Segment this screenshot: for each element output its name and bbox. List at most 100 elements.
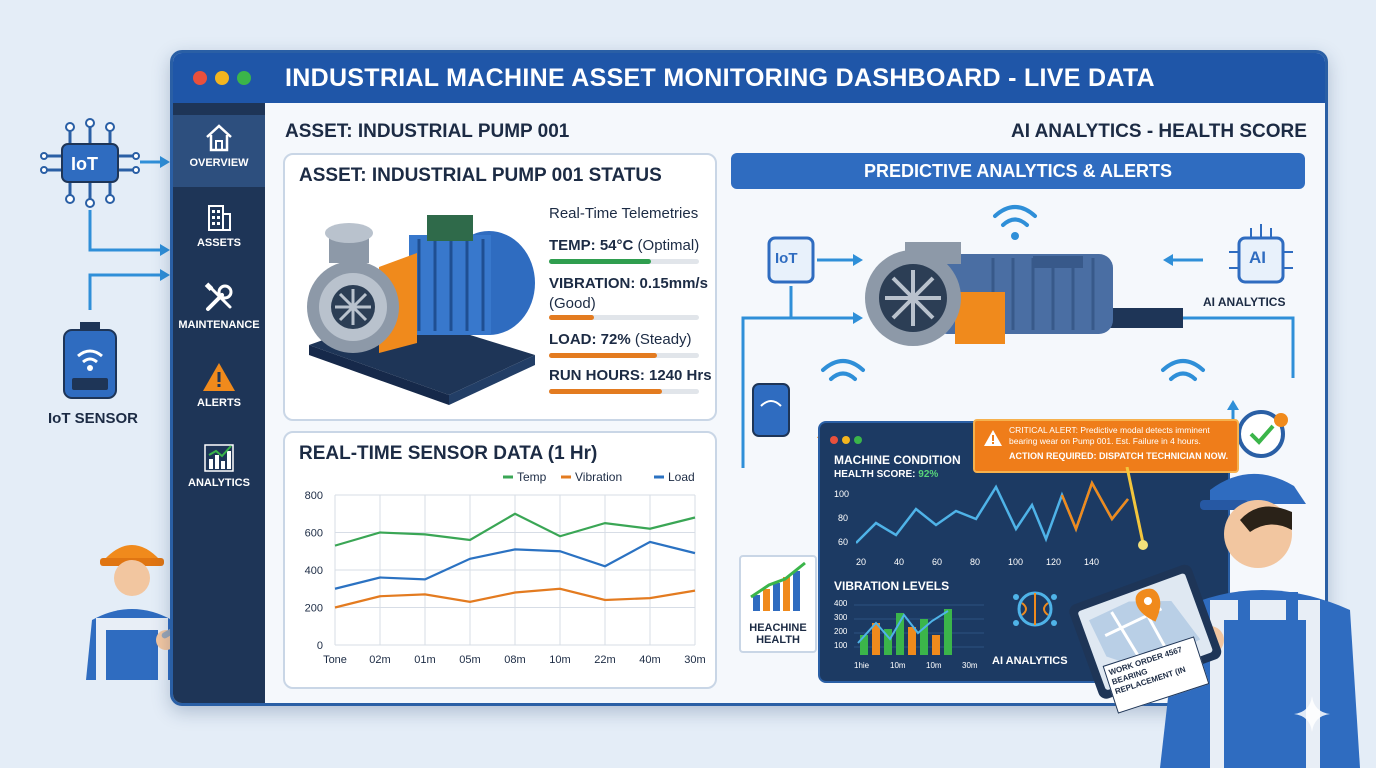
title-bar: INDUSTRIAL MACHINE ASSET MONITORING DASH…: [173, 53, 1325, 103]
sidebar-item-maintenance[interactable]: MAINTENANCE: [173, 273, 265, 345]
warning-icon: [203, 363, 235, 391]
trend-bar-icon: [750, 561, 806, 611]
x-tick-label: 22m: [594, 654, 615, 666]
ai-analytics-caption: AI ANALYTICS: [1203, 295, 1286, 309]
sidebar-item-label: ANALYTICS: [188, 477, 250, 489]
alert-line-2: bearing wear on Pump 001. Est. Failure i…: [1009, 436, 1201, 446]
asset-status-card: ASSET: INDUSTRIAL PUMP 001 STATUS Real-T…: [283, 153, 717, 421]
sidebar-item-label: ASSETS: [196, 237, 241, 249]
bar-chart-icon: [204, 444, 234, 472]
sidebar-item-analytics[interactable]: ANALYTICS: [173, 433, 265, 505]
sidebar-item-assets[interactable]: ASSETS: [173, 195, 265, 267]
x-tick-label: 08m: [504, 654, 525, 666]
status-card-title: ASSET: INDUSTRIAL PUMP 001 STATUS: [299, 165, 662, 186]
building-icon: [208, 205, 231, 231]
vibration-readout: VIBRATION: 0.15mm/s: [549, 275, 708, 292]
vibration-bar: [549, 315, 699, 320]
sidebar-item-label: ALERTS: [197, 397, 241, 409]
load-bar: [549, 353, 699, 358]
iot-chip-label: IoT: [71, 154, 98, 174]
temp-bar: [549, 259, 699, 264]
iot-badge: IoT: [775, 250, 798, 267]
y-tick-label: 600: [305, 528, 323, 540]
ai-heading: AI ANALYTICS - HEALTH SCORE: [1011, 121, 1307, 142]
x-tick-label: 10m: [549, 654, 570, 666]
load-label: LOAD: 72%: [549, 331, 631, 348]
wrench-icon: [204, 282, 233, 311]
asset-heading: ASSET: INDUSTRIAL PUMP 001: [285, 121, 570, 142]
health-ytick-60: 60: [838, 537, 849, 547]
y-tick-label: 200: [305, 603, 323, 615]
flow-arrows-left: [88, 156, 170, 310]
brain-ai-icon: [1013, 591, 1057, 627]
series-line-vibration: [334, 587, 696, 609]
y-tick-label: 400: [305, 565, 323, 577]
home-icon: [206, 124, 232, 152]
telemetry-heading: Real-Time Telemetries: [549, 205, 699, 222]
series-line-load: [334, 540, 696, 590]
machine-health-caption-1: HEACHINE: [749, 622, 807, 634]
iot-chip-illustration: [40, 118, 140, 208]
load-readout: LOAD: 72% (Steady): [549, 331, 692, 348]
x-tick-label: 01m: [414, 654, 435, 666]
alert-line-3: ACTION REQUIRED: DISPATCH TECHNICIAN NOW…: [1009, 451, 1229, 461]
maximize-dot[interactable]: [237, 71, 251, 85]
series-line-temp: [334, 512, 696, 547]
health-ytick-100: 100: [834, 489, 850, 499]
sensor-line-chart: 0 200 400 600 800 Tone 02m 01m 05m 08m 10m 22m 40m 30…: [305, 470, 706, 666]
iot-sensor-device: [62, 322, 118, 400]
x-tick-label: 02m: [369, 654, 390, 666]
ai-analytics-panel-caption: AI ANALYTICS: [992, 655, 1068, 667]
alert-line-1: CRITICAL ALERT: Predictive modal detects…: [1009, 425, 1210, 435]
load-note: (Steady): [634, 331, 692, 348]
machine-health-card: HEACHINE HEALTH: [739, 555, 817, 653]
health-score: HEALTH SCORE: 92%: [834, 469, 938, 480]
y-tick-label: 800: [305, 490, 323, 502]
vibration-label: VIBRATION: 0.15mm/s: [549, 275, 708, 292]
runhours-bar: [549, 389, 699, 394]
warning-icon: [984, 430, 1002, 446]
close-dot[interactable]: [193, 71, 207, 85]
sidebar-item-label: MAINTENANCE: [178, 319, 260, 331]
runhours-readout: RUN HOURS: 1240 Hrs: [549, 367, 712, 384]
health-score-value: 92%: [918, 469, 939, 480]
sparkle-icon: [1294, 696, 1330, 732]
sidebar-item-overview[interactable]: OVERVIEW: [173, 115, 265, 187]
window-title: INDUSTRIAL MACHINE ASSET MONITORING DASH…: [285, 64, 1155, 92]
pump-illustration: [307, 215, 535, 405]
machine-health-caption-2: HEALTH: [756, 634, 800, 646]
analytics-flow-illustration: [741, 205, 1295, 468]
sidebar-item-label: OVERVIEW: [189, 157, 249, 169]
runhours-label: RUN HOURS: 1240 Hrs: [549, 367, 712, 384]
machine-condition-title: MACHINE CONDITION: [834, 453, 961, 467]
y-tick-label: 0: [317, 640, 323, 652]
alert-pointer: [1125, 467, 1148, 550]
vibration-levels-chart: [854, 604, 984, 655]
x-tick-label: 30m: [684, 654, 705, 666]
health-score-sparkline: [856, 479, 1129, 544]
legend-label: Temp: [517, 470, 547, 484]
sensor-data-card: REAL-TIME SENSOR DATA (1 Hr) 0 200 400 600 8…: [283, 431, 717, 689]
critical-alert[interactable]: CRITICAL ALERT: Predictive modal detects…: [973, 419, 1239, 473]
sidebar-item-alerts[interactable]: ALERTS: [173, 353, 265, 425]
x-tick-label: 40m: [639, 654, 660, 666]
vibration-note: (Good): [549, 295, 596, 312]
temp-note: (Optimal): [637, 237, 700, 254]
x-tick-label: Tone: [323, 654, 347, 666]
legend-label: Load: [668, 470, 695, 484]
health-ytick-80: 80: [838, 513, 849, 523]
vibration-levels-title: VIBRATION LEVELS: [834, 579, 950, 593]
legend-label: Vibration: [575, 470, 622, 484]
health-score-prefix: HEALTH SCORE:: [834, 469, 919, 480]
iot-sensor-label: IoT SENSOR: [48, 410, 139, 427]
ai-badge: AI: [1249, 248, 1266, 267]
minimize-dot[interactable]: [215, 71, 229, 85]
temp-readout: TEMP: 54°C (Optimal): [549, 237, 699, 254]
wifi-icon: [993, 205, 1037, 227]
dashboard-window: INDUSTRIAL MACHINE ASSET MONITORING DASH…: [170, 50, 1328, 706]
predictive-analytics-pill[interactable]: PREDICTIVE ANALYTICS & ALERTS: [731, 153, 1305, 189]
temp-label: TEMP: 54°C: [549, 237, 634, 254]
x-tick-label: 05m: [459, 654, 480, 666]
sidebar: OVERVIEW ASSETS MAINTENANCE ALERTS ANALY…: [173, 103, 265, 703]
sensor-card-title: REAL-TIME SENSOR DATA (1 Hr): [299, 443, 598, 464]
